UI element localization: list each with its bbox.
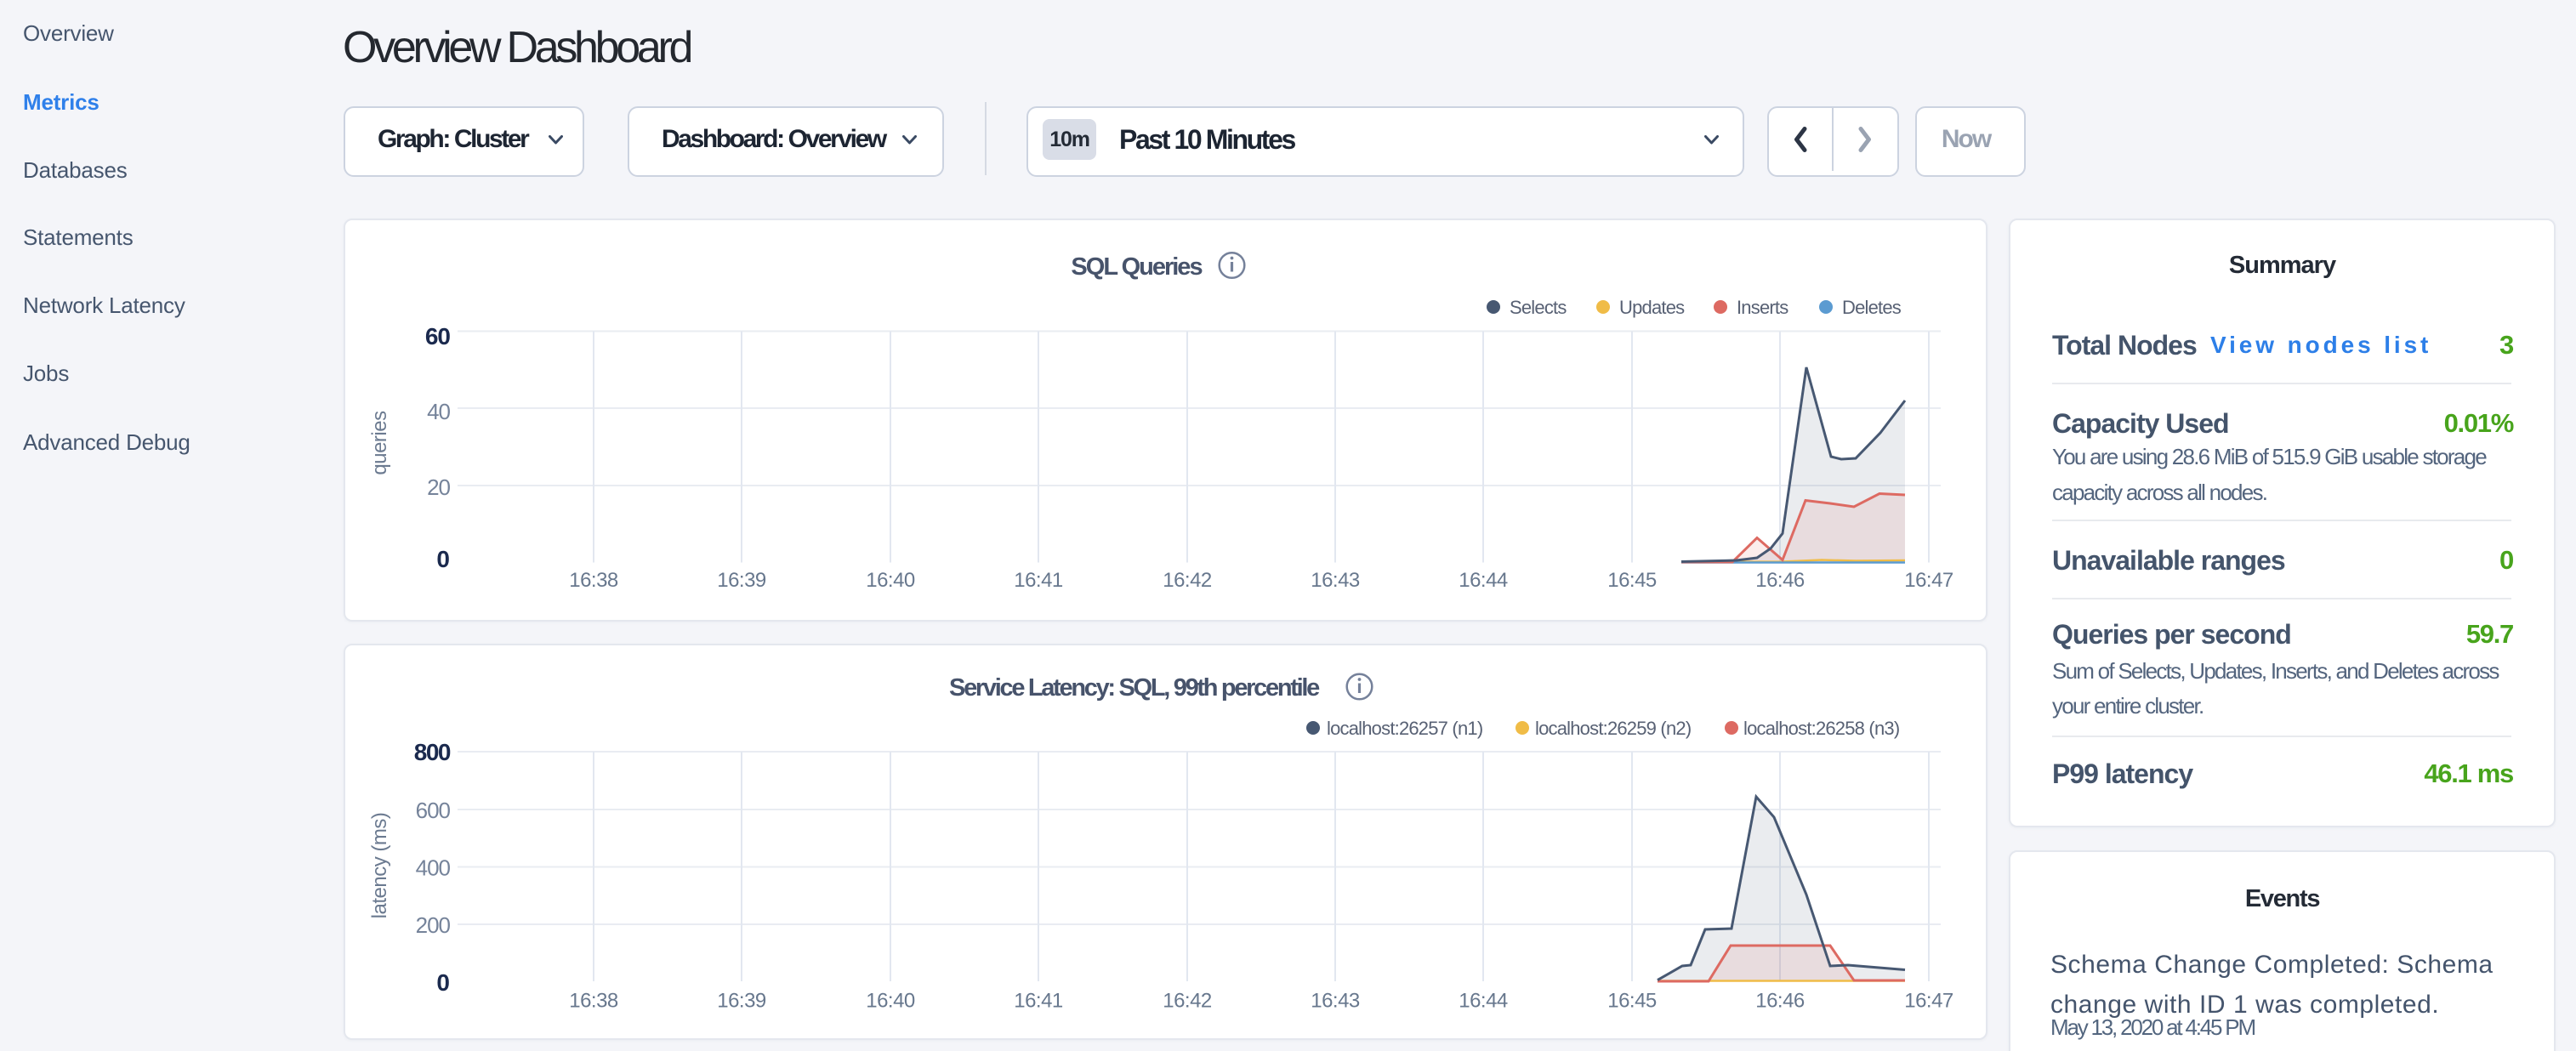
svg-text:latency (ms): latency (ms) <box>368 813 391 919</box>
svg-text:60: 60 <box>425 323 451 349</box>
svg-text:16:40: 16:40 <box>866 569 915 592</box>
svg-text:16:41: 16:41 <box>1014 569 1063 592</box>
svg-text:16:42: 16:42 <box>1163 569 1212 592</box>
svg-text:800: 800 <box>414 739 451 765</box>
svg-text:16:45: 16:45 <box>1607 990 1657 1013</box>
svg-text:16:47: 16:47 <box>1904 569 1953 592</box>
svg-text:16:38: 16:38 <box>569 569 618 592</box>
svg-text:0: 0 <box>436 969 450 996</box>
svg-text:Deletes: Deletes <box>1842 297 1902 318</box>
svg-text:Selects: Selects <box>1510 297 1567 318</box>
svg-text:16:43: 16:43 <box>1311 569 1360 592</box>
svg-text:Updates: Updates <box>1619 297 1685 318</box>
svg-text:16:44: 16:44 <box>1459 569 1508 592</box>
svg-text:16:47: 16:47 <box>1904 990 1953 1013</box>
svg-text:20: 20 <box>427 474 450 500</box>
svg-text:16:40: 16:40 <box>866 990 915 1013</box>
svg-text:400: 400 <box>416 855 451 881</box>
svg-text:16:43: 16:43 <box>1311 990 1360 1013</box>
svg-text:16:46: 16:46 <box>1755 990 1805 1013</box>
svg-text:16:45: 16:45 <box>1607 569 1657 592</box>
svg-text:200: 200 <box>416 912 451 938</box>
svg-text:16:46: 16:46 <box>1755 569 1805 592</box>
svg-text:localhost:26259 (n2): localhost:26259 (n2) <box>1535 718 1691 739</box>
svg-text:SQL Queries: SQL Queries <box>1071 253 1202 281</box>
svg-text:16:39: 16:39 <box>717 990 766 1013</box>
svg-text:16:41: 16:41 <box>1014 990 1063 1013</box>
svg-text:16:39: 16:39 <box>717 569 766 592</box>
svg-text:Inserts: Inserts <box>1737 297 1788 318</box>
svg-text:queries: queries <box>368 411 391 475</box>
svg-text:600: 600 <box>416 798 451 823</box>
svg-text:localhost:26257 (n1): localhost:26257 (n1) <box>1327 718 1482 739</box>
svg-text:40: 40 <box>427 399 450 424</box>
svg-text:Service Latency: SQL, 99th per: Service Latency: SQL, 99th percentile <box>949 674 1320 702</box>
svg-text:localhost:26258 (n3): localhost:26258 (n3) <box>1743 718 1899 739</box>
svg-text:16:44: 16:44 <box>1459 990 1508 1013</box>
svg-text:16:42: 16:42 <box>1163 990 1212 1013</box>
svg-text:16:38: 16:38 <box>569 990 618 1013</box>
svg-text:0: 0 <box>436 546 450 572</box>
